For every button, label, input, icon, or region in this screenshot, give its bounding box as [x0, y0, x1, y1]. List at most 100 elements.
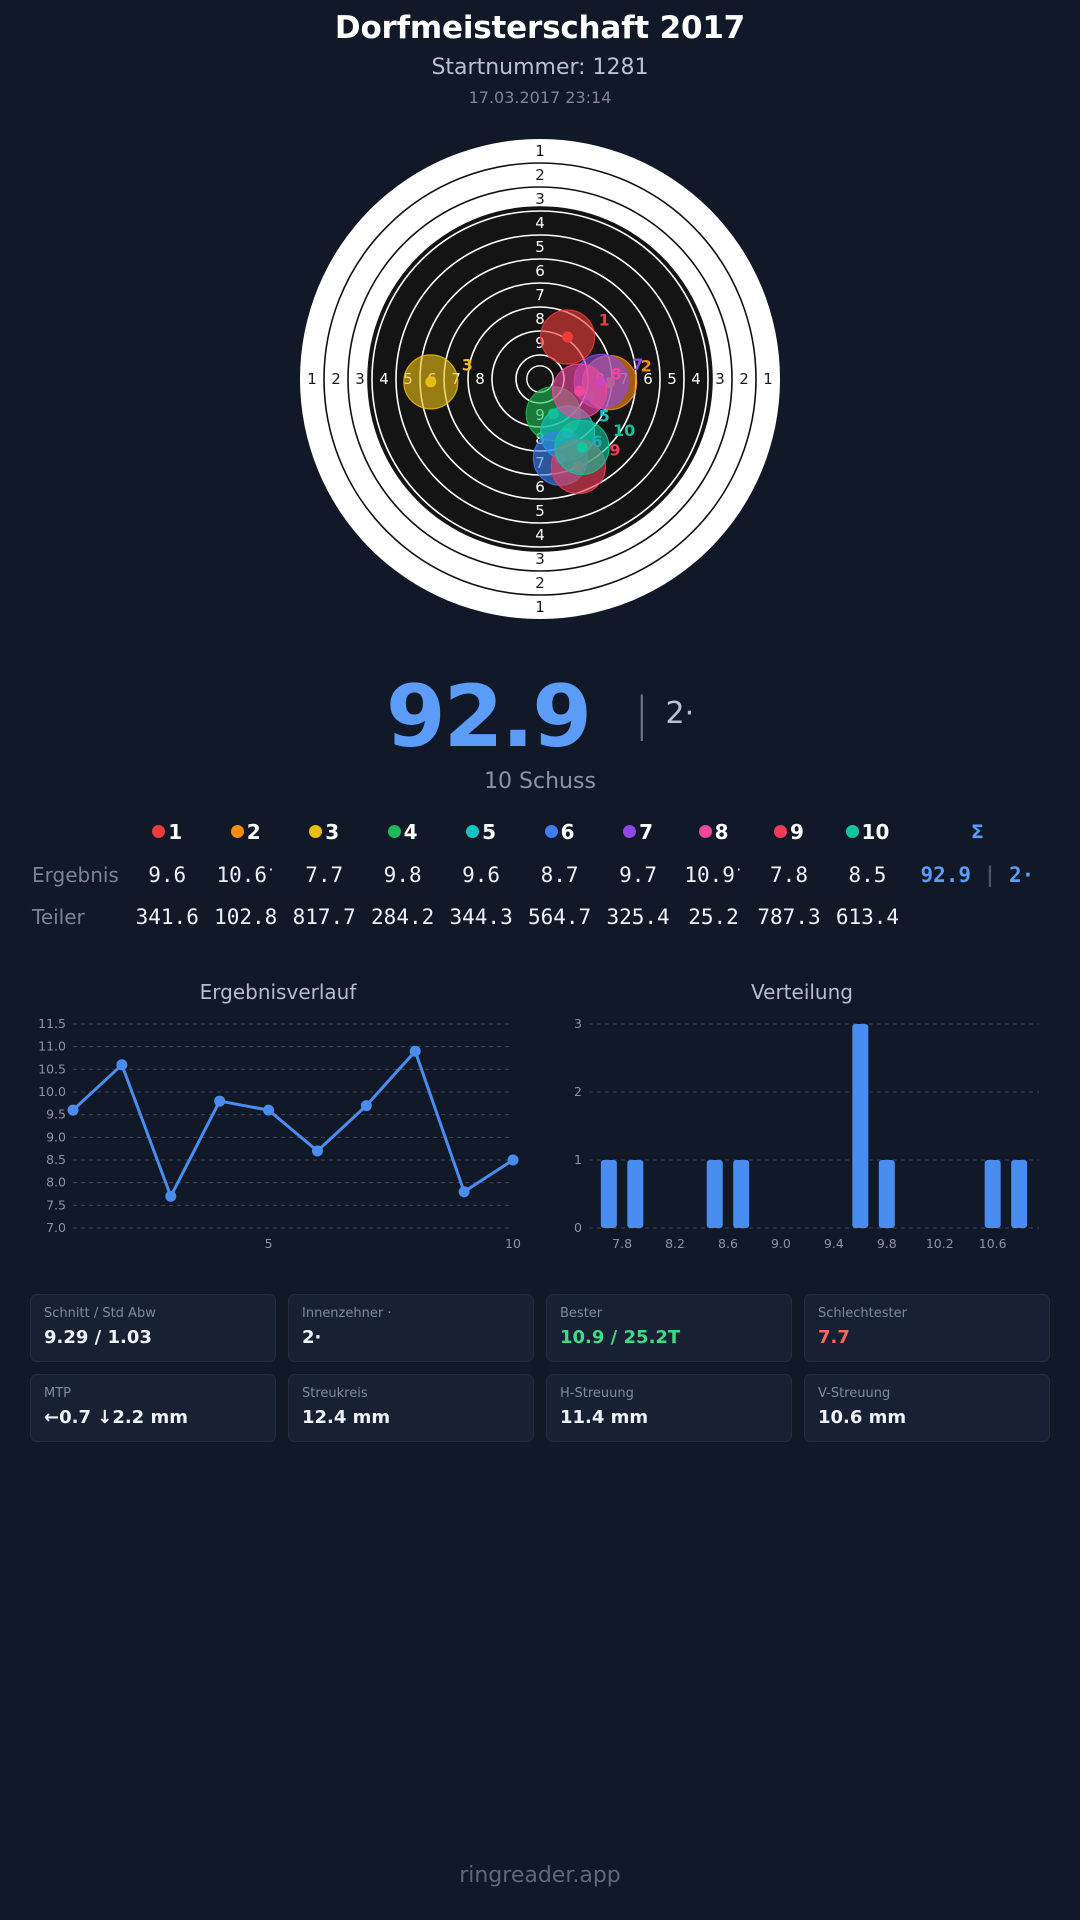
legend-item-3[interactable]: 3 [285, 820, 363, 854]
shot-marker[interactable]: 1 [540, 309, 610, 365]
line-point[interactable] [507, 1154, 519, 1166]
legend-dot-icon [309, 825, 323, 839]
legend-blank [32, 820, 128, 854]
cell-value: 564.7 [527, 904, 592, 929]
chart-title-bar: Verteilung [751, 979, 853, 1004]
cell-value: 9.6 [148, 862, 187, 887]
legend-item-9[interactable]: 9 [750, 820, 828, 854]
line-point[interactable] [263, 1104, 275, 1116]
line-point[interactable] [360, 1099, 372, 1111]
svg-text:3: 3 [355, 370, 365, 388]
line-chart-svg[interactable]: 7.0 7.5 8.0 8.5 9.0 9.5 10.0 10.5 11.0 11.5 5 10 [25, 1014, 525, 1264]
bar[interactable] [600, 1159, 617, 1228]
bar-chart-svg[interactable]: 0 1 2 3 7.8 8.2 8.6 9.0 9.4 9.8 10.2 10.6 [549, 1014, 1049, 1264]
table-row: Ergebnis 9.6 10.6· 7.7 9.8 9.6 8.7 9.7 10.9· 7.8 8… [32, 854, 1048, 896]
legend-dot-icon [152, 825, 166, 839]
shot-label: 8 [611, 365, 622, 384]
legend-number: 1 [168, 819, 183, 844]
legend-item-10[interactable]: 10 [828, 820, 906, 854]
chart-ergebnisverlauf[interactable]: Ergebnisverlauf 7.0 7.5 8.0 8.5 9.0 9.5 10.0 10… [25, 980, 531, 1264]
legend-row: 1 2 3 4 5 6 7 8 9 10 Σ [32, 820, 1048, 854]
bar[interactable] [984, 1159, 1001, 1228]
bar[interactable] [733, 1159, 750, 1228]
svg-text:2: 2 [331, 370, 341, 388]
line-point[interactable] [116, 1058, 128, 1070]
cell-value: 817.7 [292, 904, 356, 929]
y-tick: 1 [574, 1152, 582, 1167]
chart-verteilung[interactable]: Verteilung 0 1 2 3 7.8 8.2 8.6 9.0 9.4 9.8 10.2 10.… [549, 980, 1055, 1264]
cell-value: 9.6 [462, 862, 501, 887]
svg-text:1: 1 [307, 370, 317, 388]
svg-text:3: 3 [535, 190, 545, 208]
cell-value: 8.7 [540, 862, 579, 887]
legend-dot-icon [698, 825, 712, 839]
target-view[interactable]: 1111222233334444555566667777888899123456… [0, 129, 1080, 629]
stat-card: Streukreis 12.4 mm [288, 1373, 534, 1442]
svg-text:1: 1 [763, 370, 773, 388]
shot-label: 10 [613, 421, 635, 440]
bar[interactable] [878, 1159, 895, 1228]
legend-dot-icon [623, 825, 637, 839]
svg-text:2: 2 [535, 166, 545, 184]
svg-text:1: 1 [535, 598, 545, 616]
stat-card-label: Schnitt / Std Abw [44, 1305, 156, 1321]
shot-label: 3 [462, 356, 473, 375]
svg-text:4: 4 [535, 526, 545, 544]
bar[interactable] [852, 1023, 869, 1228]
line-point[interactable] [67, 1104, 79, 1116]
bar[interactable] [627, 1159, 644, 1228]
score-separator: | [634, 686, 650, 741]
svg-text:6: 6 [535, 262, 545, 280]
stat-card-value: 10.6 mm [818, 1406, 907, 1428]
shot-marker[interactable]: 3 [403, 354, 473, 410]
line-point[interactable] [311, 1145, 323, 1157]
legend-item-5[interactable]: 5 [442, 820, 520, 854]
cell-value: 25.2 [688, 904, 739, 929]
line-point[interactable] [214, 1095, 226, 1107]
cell-value: 7.7 [305, 862, 344, 887]
stat-cards: Schnitt / Std Abw 9.29 / 1.03 Innenzehner … [30, 1293, 1050, 1442]
stat-card-value: ←0.7 ↓2.2 mm [44, 1406, 188, 1428]
legend-item-1[interactable]: 1 [128, 820, 206, 854]
chart-title-line: Ergebnisverlauf [199, 979, 357, 1004]
stat-card-label: Streukreis [302, 1385, 368, 1401]
shot-count-label: 10 Schuss [484, 768, 596, 794]
x-tick: 8.6 [718, 1236, 738, 1251]
legend-dot-icon [845, 825, 859, 839]
target-svg[interactable]: 1111222233334444555566667777888899123456… [290, 129, 790, 629]
stat-card-value: 2· [302, 1326, 322, 1348]
shot-label: 1 [599, 311, 610, 330]
legend-number: 3 [325, 819, 340, 844]
stat-card-value: 7.7 [818, 1326, 850, 1348]
x-tick: 10.2 [926, 1236, 954, 1251]
svg-text:4: 4 [535, 214, 545, 232]
svg-text:2: 2 [739, 370, 749, 388]
bar[interactable] [706, 1159, 723, 1228]
stat-card: H-Streuung 11.4 mm [546, 1373, 792, 1442]
stat-card-label: H-Streuung [560, 1385, 634, 1401]
svg-text:5: 5 [535, 502, 545, 520]
y-tick: 7.5 [46, 1197, 66, 1212]
legend-number: 10 [861, 819, 890, 844]
cell-value: 8.5 [848, 862, 887, 887]
stat-card-label: MTP [44, 1385, 71, 1401]
line-point[interactable] [165, 1190, 177, 1202]
legend-item-2[interactable]: 2 [206, 820, 284, 854]
svg-text:4: 4 [379, 370, 389, 388]
line-point[interactable] [409, 1045, 421, 1057]
svg-text:3: 3 [715, 370, 725, 388]
svg-text:6: 6 [535, 478, 545, 496]
score-block: 92.9 | 2· [0, 674, 1080, 760]
legend-item-4[interactable]: 4 [363, 820, 441, 854]
stat-card: V-Streuung 10.6 mm [804, 1373, 1050, 1442]
legend-item-6[interactable]: 6 [520, 820, 598, 854]
shot-marker[interactable]: 10 [554, 419, 635, 475]
legend-item-7[interactable]: 7 [599, 820, 677, 854]
bar[interactable] [1011, 1159, 1028, 1228]
line-point[interactable] [458, 1185, 470, 1197]
cell-value: 341.6 [135, 904, 199, 929]
legend-item-8[interactable]: 8 [677, 820, 749, 854]
shot-marker[interactable]: 8 [552, 363, 622, 419]
row-sum [907, 896, 1048, 938]
